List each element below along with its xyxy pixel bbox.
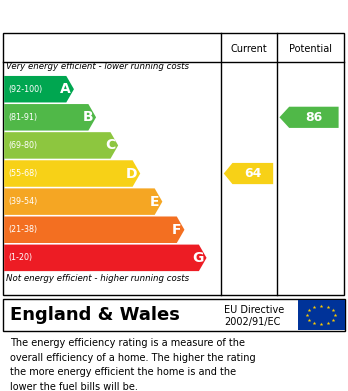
Bar bbox=[298, 300, 345, 330]
Text: 2002/91/EC: 2002/91/EC bbox=[224, 317, 281, 327]
Polygon shape bbox=[4, 76, 74, 102]
Text: The energy efficiency rating is a measure of the
overall efficiency of a home. T: The energy efficiency rating is a measur… bbox=[10, 338, 256, 391]
Polygon shape bbox=[4, 132, 118, 159]
Text: Energy Efficiency Rating: Energy Efficiency Rating bbox=[10, 8, 220, 23]
Text: B: B bbox=[82, 110, 93, 124]
Text: 64: 64 bbox=[244, 167, 261, 180]
Text: Not energy efficient - higher running costs: Not energy efficient - higher running co… bbox=[6, 274, 189, 283]
Polygon shape bbox=[4, 188, 162, 215]
Text: A: A bbox=[61, 82, 71, 96]
Polygon shape bbox=[4, 217, 184, 243]
Text: F: F bbox=[172, 223, 182, 237]
Text: G: G bbox=[192, 251, 204, 265]
Text: (92-100): (92-100) bbox=[8, 85, 42, 94]
Polygon shape bbox=[224, 163, 273, 184]
Text: C: C bbox=[105, 138, 116, 152]
Text: England & Wales: England & Wales bbox=[10, 306, 180, 324]
Text: EU Directive: EU Directive bbox=[224, 305, 285, 315]
Text: (81-91): (81-91) bbox=[8, 113, 38, 122]
Polygon shape bbox=[4, 104, 96, 131]
Text: (21-38): (21-38) bbox=[8, 225, 38, 234]
Text: D: D bbox=[126, 167, 137, 181]
Text: Current: Current bbox=[230, 43, 267, 54]
Polygon shape bbox=[279, 107, 339, 128]
Polygon shape bbox=[4, 160, 140, 187]
Text: Potential: Potential bbox=[289, 43, 332, 54]
Text: (1-20): (1-20) bbox=[8, 253, 32, 262]
Text: Very energy efficient - lower running costs: Very energy efficient - lower running co… bbox=[6, 62, 189, 71]
Polygon shape bbox=[4, 245, 207, 271]
Text: (39-54): (39-54) bbox=[8, 197, 38, 206]
Text: E: E bbox=[150, 195, 159, 209]
Text: 86: 86 bbox=[305, 111, 323, 124]
Text: (55-68): (55-68) bbox=[8, 169, 38, 178]
Text: (69-80): (69-80) bbox=[8, 141, 38, 150]
